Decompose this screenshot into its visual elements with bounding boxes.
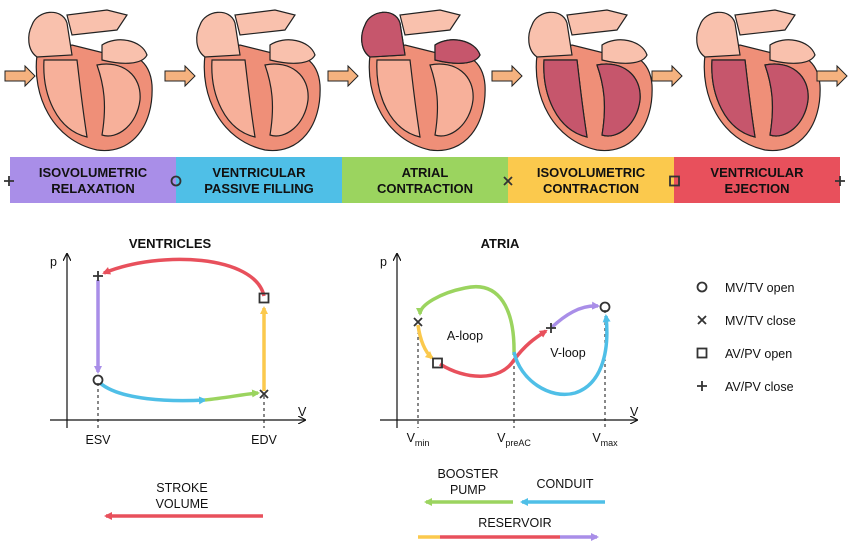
label: STROKE bbox=[156, 481, 207, 495]
label: RESERVOIR bbox=[478, 516, 551, 530]
legend-label: AV/PV close bbox=[725, 380, 794, 394]
ventricles-chart: VENTRICLES p V ESV EDV bbox=[50, 236, 307, 447]
label-sub: preAC bbox=[505, 438, 531, 448]
chart-title: ATRIA bbox=[481, 236, 520, 251]
legend-label: AV/PV open bbox=[725, 347, 792, 361]
label-base: V bbox=[407, 431, 416, 445]
phase-symbols bbox=[4, 175, 845, 187]
loop-label: A-loop bbox=[447, 329, 483, 343]
x-label: Vmax bbox=[592, 431, 618, 448]
label-sub: max bbox=[601, 438, 619, 448]
label: PUMP bbox=[450, 483, 486, 497]
label-sub: min bbox=[415, 438, 430, 448]
label-base: V bbox=[497, 431, 506, 445]
phase-bar: ISOVOLUMETRICRELAXATIONVENTRICULARPASSIV… bbox=[10, 157, 840, 203]
phase-label: VENTRICULAR bbox=[212, 165, 306, 180]
atria-chart: ATRIA p V Vmin VpreAC Vmax A-loop V-loop bbox=[380, 236, 639, 448]
label: VOLUME bbox=[156, 497, 209, 511]
x-label: EDV bbox=[251, 433, 277, 447]
phase-label: RELAXATION bbox=[51, 181, 135, 196]
phase-label: VENTRICULAR bbox=[710, 165, 804, 180]
phase-label: PASSIVE FILLING bbox=[204, 181, 314, 196]
phase-label: ATRIAL bbox=[402, 165, 449, 180]
phase-box bbox=[176, 157, 342, 203]
phase-box bbox=[674, 157, 840, 203]
axis-label: V bbox=[630, 405, 639, 419]
label-base: V bbox=[592, 431, 601, 445]
phase-label: CONTRACTION bbox=[543, 181, 639, 196]
legend-label: MV/TV close bbox=[725, 314, 796, 328]
bottom-labels: STROKE VOLUME BOOSTER PUMP CONDUIT RESER… bbox=[104, 467, 605, 541]
hearts bbox=[4, 9, 848, 152]
chart-title: VENTRICLES bbox=[129, 236, 212, 251]
axis-label: p bbox=[50, 255, 57, 269]
phase-box bbox=[342, 157, 508, 203]
label: BOOSTER bbox=[437, 467, 498, 481]
axis-label: V bbox=[298, 405, 307, 419]
phase-label: ISOVOLUMETRIC bbox=[39, 165, 148, 180]
phase-label: EJECTION bbox=[724, 181, 789, 196]
phase-box bbox=[10, 157, 176, 203]
legend: MV/TV open MV/TV close AV/PV open AV/PV … bbox=[696, 281, 796, 394]
phase-label: ISOVOLUMETRIC bbox=[537, 165, 646, 180]
phase-box bbox=[508, 157, 674, 203]
x-label: Vmin bbox=[407, 431, 430, 448]
legend-label: MV/TV open bbox=[725, 281, 795, 295]
x-label: ESV bbox=[85, 433, 111, 447]
axis-label: p bbox=[380, 255, 387, 269]
label: CONDUIT bbox=[537, 477, 594, 491]
phase-label: CONTRACTION bbox=[377, 181, 473, 196]
loop-label: V-loop bbox=[550, 346, 585, 360]
x-label: VpreAC bbox=[497, 431, 531, 448]
